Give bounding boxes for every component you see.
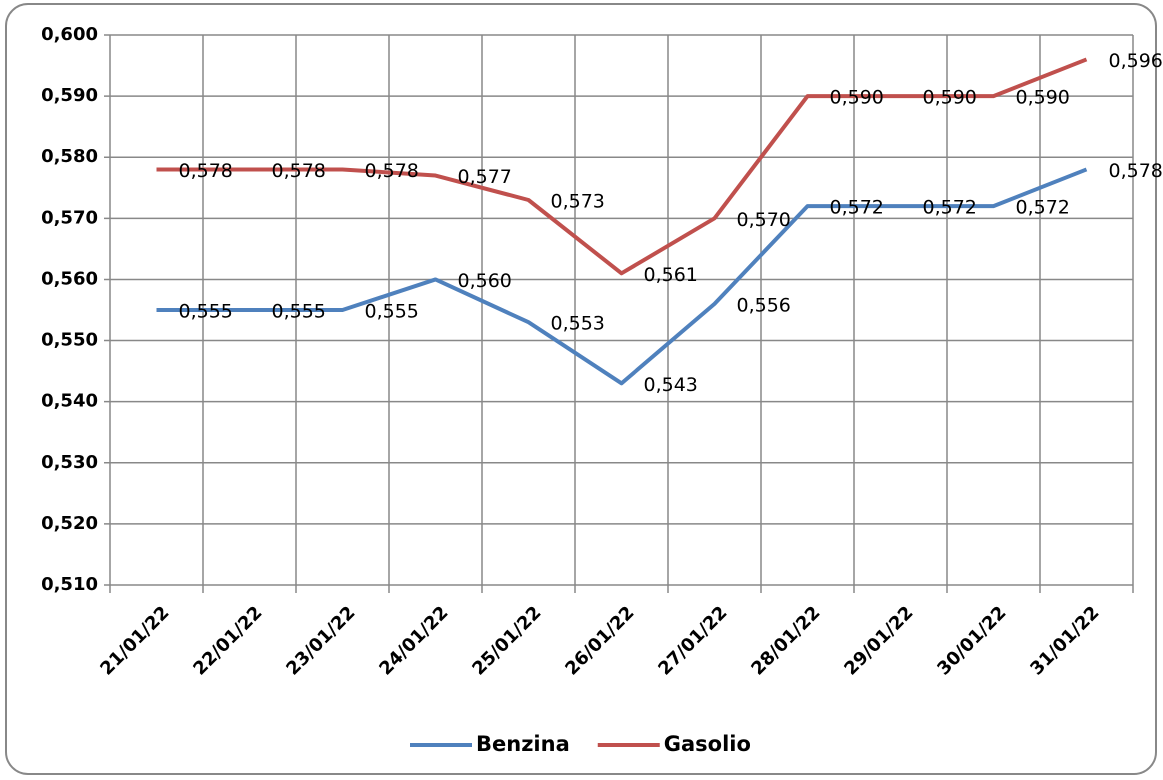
- data-label: 0,573: [551, 191, 605, 213]
- y-tick-label: 0,580: [41, 146, 98, 167]
- y-tick-label: 0,560: [41, 268, 98, 289]
- y-tick-label: 0,540: [41, 391, 98, 412]
- y-tick-label: 0,510: [41, 574, 98, 595]
- series-line: [156, 167, 1088, 386]
- data-label: 0,577: [458, 166, 512, 188]
- data-label: 0,555: [365, 301, 419, 323]
- data-label: 0,578: [179, 160, 233, 182]
- data-label: 0,596: [1109, 50, 1163, 72]
- data-label: 0,590: [923, 87, 977, 109]
- legend-label: Gasolio: [664, 732, 751, 756]
- data-label: 0,555: [179, 301, 233, 323]
- data-label: 0,570: [737, 209, 791, 231]
- data-label: 0,556: [737, 294, 791, 316]
- data-label: 0,560: [458, 270, 512, 292]
- y-tick-label: 0,530: [41, 452, 98, 473]
- y-tick-label: 0,520: [41, 513, 98, 534]
- y-tick-label: 0,590: [41, 85, 98, 106]
- data-label: 0,572: [830, 197, 884, 219]
- data-label: 0,578: [365, 160, 419, 182]
- series-line: [156, 57, 1088, 276]
- data-label: 0,578: [272, 160, 326, 182]
- y-tick-label: 0,600: [41, 24, 98, 45]
- data-label: 0,578: [1109, 160, 1163, 182]
- data-label: 0,555: [272, 301, 326, 323]
- chart-frame: [5, 3, 1157, 775]
- data-label: 0,572: [923, 197, 977, 219]
- data-label: 0,543: [644, 374, 698, 396]
- y-tick-label: 0,550: [41, 330, 98, 351]
- y-tick-label: 0,570: [41, 207, 98, 228]
- data-label: 0,590: [1016, 87, 1070, 109]
- legend-label: Benzina: [476, 732, 570, 756]
- data-label: 0,553: [551, 313, 605, 335]
- data-label: 0,572: [1016, 197, 1070, 219]
- data-label: 0,590: [830, 87, 884, 109]
- data-label: 0,561: [644, 264, 698, 286]
